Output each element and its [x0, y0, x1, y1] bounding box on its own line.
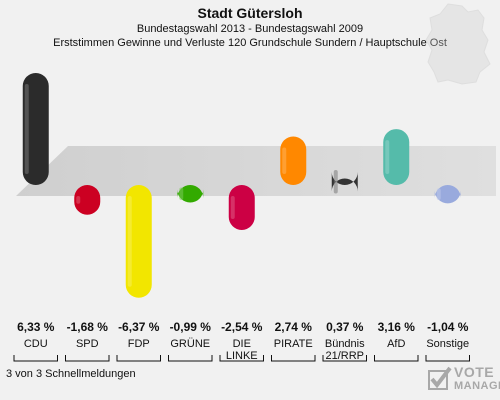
- value-label-pirate: 2,74 %: [275, 320, 313, 334]
- value-label-bündnis-21-rrp: 0,37 %: [326, 320, 364, 334]
- chart-title: Stadt Gütersloh: [197, 5, 303, 21]
- category-label-sonstige: Sonstige: [426, 338, 469, 350]
- category-bracket-grüne: [168, 355, 213, 362]
- category-label-pirate: PIRATE: [274, 338, 313, 350]
- bar-spd: [74, 185, 101, 215]
- bar-die-linke: [228, 185, 255, 230]
- checkmark-box-icon: [428, 366, 452, 390]
- category-bracket-pirate: [271, 355, 316, 362]
- bar-grüne: [177, 185, 204, 203]
- category-bracket-bündnis-21-rrp: [322, 355, 367, 362]
- bar-bündnis-21-rrp: [331, 172, 358, 192]
- logo-text-vote: VOTE: [454, 364, 495, 380]
- bar-sonstige: [434, 185, 461, 204]
- category-label-spd: SPD: [76, 338, 99, 350]
- value-label-sonstige: -1,04 %: [427, 320, 469, 334]
- bar-cdu: [22, 72, 49, 186]
- category-label-bündnis-21-rrp-line2: 21/RRP: [325, 350, 364, 362]
- category-label-cdu: CDU: [24, 338, 48, 350]
- chart-floor: [16, 146, 496, 196]
- category-bracket-die-linke: [219, 355, 264, 362]
- germany-map-icon: [425, 3, 491, 85]
- chart-subtitle: Bundestagswahl 2013 - Bundestagswahl 200…: [136, 23, 364, 35]
- category-bracket-sonstige: [425, 355, 470, 362]
- value-label-grüne: -0,99 %: [170, 320, 212, 334]
- value-label-spd: -1,68 %: [67, 320, 109, 334]
- category-label-fdp: FDP: [128, 338, 150, 350]
- bar-pirate: [280, 136, 307, 186]
- category-bracket-spd: [65, 355, 110, 362]
- vote-manager-logo: VOTE MANAGER: [426, 362, 500, 396]
- category-bracket-afd: [374, 355, 419, 362]
- bar-fdp: [125, 185, 152, 298]
- chart-header: Stadt Gütersloh Bundestagswahl 2013 - Bu…: [0, 0, 500, 50]
- category-label-afd: AfD: [387, 338, 405, 350]
- bar-afd: [383, 129, 410, 186]
- value-label-fdp: -6,37 %: [118, 320, 160, 334]
- logo-text-manager: MANAGER: [454, 380, 500, 392]
- category-label-die-linke-line2: LINKE: [226, 350, 258, 362]
- footer-note: 3 von 3 Schnellmeldungen: [6, 368, 136, 380]
- value-label-cdu: 6,33 %: [17, 320, 55, 334]
- category-bracket-cdu: [13, 355, 58, 362]
- value-label-die-linke: -2,54 %: [221, 320, 263, 334]
- chart-subtitle-detail: Erststimmen Gewinne und Verluste 120 Gru…: [53, 37, 447, 49]
- category-label-die-linke-line1: DIE: [233, 338, 251, 350]
- value-label-afd: 3,16 %: [378, 320, 416, 334]
- category-label-grüne: GRÜNE: [170, 338, 210, 350]
- category-label-bündnis-21-rrp-line1: Bündnis: [325, 338, 365, 350]
- category-bracket-fdp: [116, 355, 161, 362]
